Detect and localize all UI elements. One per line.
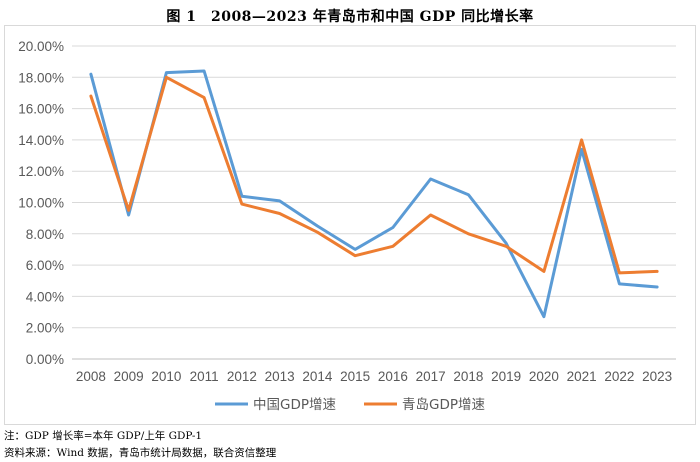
y-tick-label: 16.00% <box>18 102 64 117</box>
y-tick-label: 14.00% <box>18 133 64 148</box>
x-tick-label: 2008 <box>76 369 106 384</box>
x-tick-label: 2010 <box>151 369 181 384</box>
y-tick-label: 6.00% <box>26 258 64 273</box>
x-tick-label: 2019 <box>491 369 521 384</box>
y-tick-label: 10.00% <box>18 196 64 211</box>
chart-title: 图 1 2008—2023 年青岛市和中国 GDP 同比增长率 <box>166 9 534 25</box>
series-line-2 <box>89 75 659 275</box>
x-tick-label: 2013 <box>265 369 295 384</box>
legend-label-1: 中国GDP增速 <box>253 397 336 413</box>
x-tick-label: 2012 <box>227 369 257 384</box>
y-tick-label: 8.00% <box>26 227 64 242</box>
x-tick-label: 2021 <box>567 369 597 384</box>
chart-source: 资料来源：Wind 数据，青岛市统计局数据，联合资信整理 <box>4 447 277 459</box>
legend-label-2: 青岛GDP增速 <box>402 397 485 413</box>
x-tick-label: 2017 <box>416 369 446 384</box>
chart-note: 注：GDP 增长率=本年 GDP/上年 GDP-1 <box>4 430 203 442</box>
x-tick-label: 2014 <box>302 369 333 384</box>
y-tick-label: 2.00% <box>26 321 64 336</box>
x-tick-label: 2020 <box>529 369 559 384</box>
x-tick-label: 2016 <box>378 369 408 384</box>
x-tick-label: 2018 <box>453 369 483 384</box>
x-tick-label: 2022 <box>604 369 634 384</box>
y-tick-label: 4.00% <box>26 289 64 304</box>
x-tick-label: 2009 <box>114 369 144 384</box>
y-tick-label: 20.00% <box>18 39 64 54</box>
x-tick-label: 2023 <box>642 369 672 384</box>
y-tick-label: 18.00% <box>18 70 64 85</box>
chart-frame <box>4 25 696 425</box>
x-tick-label: 2015 <box>340 369 370 384</box>
x-tick-label: 2011 <box>190 369 219 384</box>
y-tick-label: 0.00% <box>26 352 64 367</box>
y-tick-label: 12.00% <box>18 164 64 179</box>
series-line-1 <box>89 69 659 319</box>
